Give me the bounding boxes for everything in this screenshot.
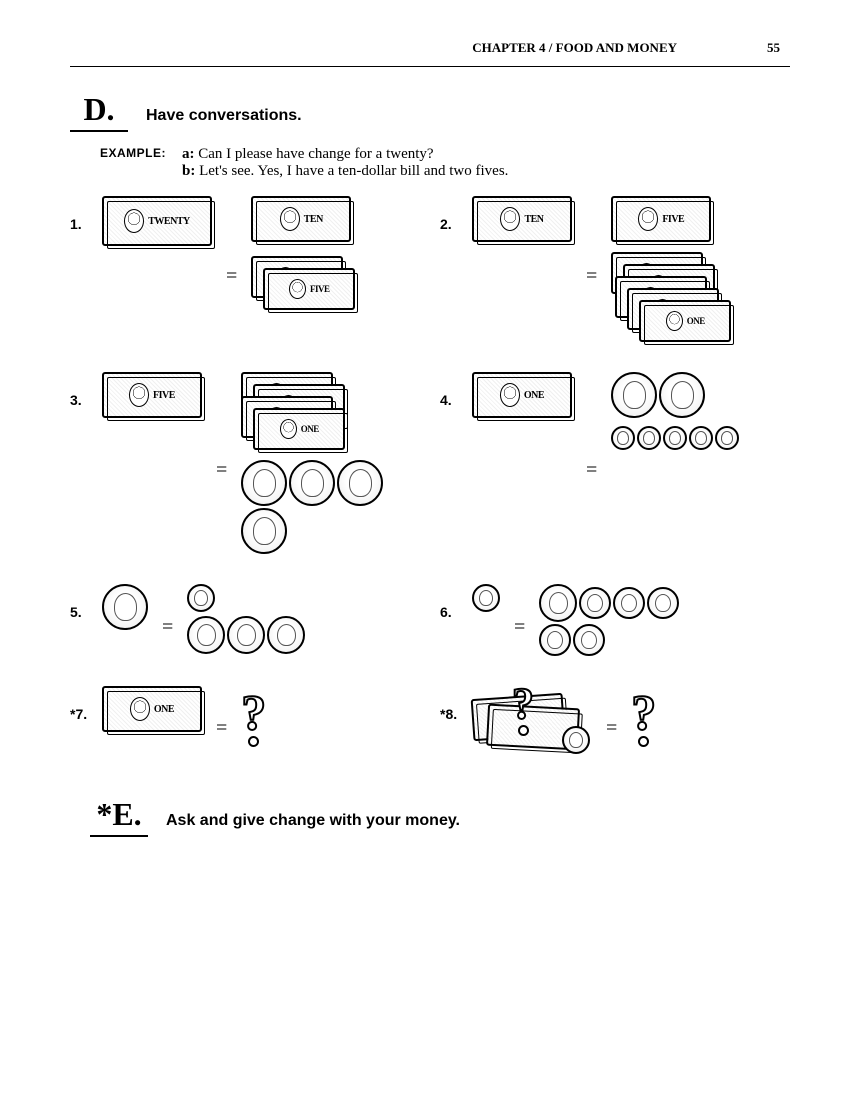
problem-8: *8. ? = ?	[440, 686, 790, 756]
bill-five: FIVE	[263, 268, 355, 310]
coin-nickel	[539, 584, 577, 622]
problem-number: 6.	[440, 584, 464, 620]
chapter-label: CHAPTER 4 / FOOD AND MONEY	[472, 40, 677, 56]
coin-quarter	[241, 460, 287, 506]
coin-quarter	[241, 508, 287, 554]
equals-sign: =	[210, 459, 233, 482]
example-label: EXAMPLE:	[100, 146, 166, 180]
problems-grid: 1. TWENTY = TEN FIVE FIVE 2. TEN = FIVE …	[70, 196, 790, 756]
bill-one: ONE	[102, 686, 202, 732]
problem-7: *7. ONE = ?	[70, 686, 420, 756]
problem-number: 4.	[440, 372, 464, 408]
section-letter-E: *E.	[90, 796, 148, 837]
problem-1: 1. TWENTY = TEN FIVE FIVE	[70, 196, 420, 342]
bill-one: ONE	[253, 408, 345, 450]
header-rule	[70, 66, 790, 67]
problem-number: 2.	[440, 196, 464, 232]
example-b-text: Let's see. Yes, I have a ten-dollar bill…	[199, 163, 508, 179]
equals-sign: =	[210, 717, 233, 740]
problem-4: 4. ONE =	[440, 372, 790, 554]
coin-penny	[647, 587, 679, 619]
coin-nickel	[187, 616, 225, 654]
bill-one: ONE	[472, 372, 572, 418]
problem-number: *8.	[440, 686, 464, 722]
coin-quarter	[289, 460, 335, 506]
page-header: CHAPTER 4 / FOOD AND MONEY 55	[70, 40, 790, 56]
example-lines: a: Can I please have change for a twenty…	[182, 146, 508, 180]
coin-dime	[611, 426, 635, 450]
question-mark-icon: ?	[631, 686, 656, 747]
page-number: 55	[767, 40, 780, 56]
coin-dime	[187, 584, 215, 612]
bill-twenty: TWENTY	[102, 196, 212, 246]
coin-nickel	[267, 616, 305, 654]
coin-dime	[472, 584, 500, 612]
coin-quarter	[102, 584, 148, 630]
coin-dime	[637, 426, 661, 450]
section-E-header: *E. Ask and give change with your money.	[90, 796, 790, 837]
problem-5: 5. =	[70, 584, 420, 656]
coin-penny	[539, 624, 571, 656]
equals-sign: =	[220, 265, 243, 288]
question-mark-icon: ?	[512, 680, 534, 736]
coin-penny	[573, 624, 605, 656]
coin-dime	[689, 426, 713, 450]
example-b-prefix: b:	[182, 163, 195, 179]
problem-number: *7.	[70, 686, 94, 722]
section-D-header: D. Have conversations.	[70, 91, 790, 132]
section-letter-D: D.	[70, 91, 128, 132]
coin-penny	[579, 587, 611, 619]
example-a-text: Can I please have change for a twenty?	[198, 146, 433, 162]
equals-sign: =	[600, 717, 623, 740]
coin-dime	[715, 426, 739, 450]
bill-ten: TEN	[472, 196, 572, 242]
coin-generic	[562, 726, 590, 754]
equals-sign: =	[580, 459, 603, 482]
problem-2: 2. TEN = FIVE ONE ONE ONE ONE ONE	[440, 196, 790, 342]
bill-one: ONE	[639, 300, 731, 342]
equals-sign: =	[156, 616, 179, 639]
coin-nickel	[227, 616, 265, 654]
coin-quarter	[611, 372, 657, 418]
problem-number: 1.	[70, 196, 94, 232]
section-title-D: Have conversations.	[146, 107, 302, 125]
coin-dime	[663, 426, 687, 450]
coin-penny	[613, 587, 645, 619]
bill-five: FIVE	[611, 196, 711, 242]
question-mark-icon: ?	[241, 686, 266, 747]
problem-number: 5.	[70, 584, 94, 620]
section-title-E: Ask and give change with your money.	[166, 812, 460, 830]
example-block: EXAMPLE: a: Can I please have change for…	[100, 146, 790, 180]
coin-quarter	[337, 460, 383, 506]
bill-ten: TEN	[251, 196, 351, 242]
example-a-prefix: a:	[182, 146, 195, 162]
problem-6: 6. =	[440, 584, 790, 656]
problem-3: 3. FIVE = ONE ONE ONE ONE	[70, 372, 420, 554]
money-pile: ?	[472, 686, 592, 756]
equals-sign: =	[580, 265, 603, 288]
coin-quarter	[659, 372, 705, 418]
bill-five: FIVE	[102, 372, 202, 418]
equals-sign: =	[508, 616, 531, 639]
problem-number: 3.	[70, 372, 94, 408]
